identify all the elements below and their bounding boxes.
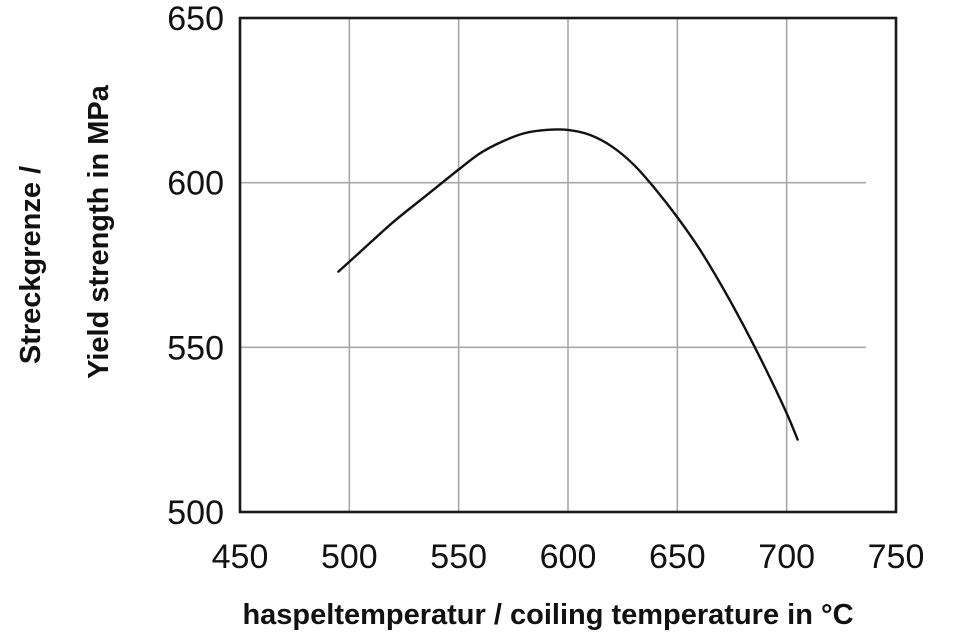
y-tick-label: 600	[167, 165, 224, 203]
plot-area-frame	[238, 16, 898, 514]
y-tick-labels: 500 550 600 650	[167, 0, 224, 532]
y-axis-title-line-1: Streckgrenze /	[15, 166, 47, 364]
x-tick-label: 650	[649, 538, 706, 576]
x-tick-label: 500	[321, 538, 378, 576]
x-tick-label: 600	[540, 538, 597, 576]
x-tick-label: 550	[430, 538, 487, 576]
series-line-1	[337, 128, 799, 441]
y-tick-label: 500	[167, 494, 224, 532]
x-tick-label: 750	[868, 538, 925, 576]
series-layer	[337, 128, 799, 441]
y-tick-label: 550	[167, 329, 224, 367]
y-tick-label: 650	[167, 0, 224, 38]
y-axis-title-line-2: Yield strength in MPa	[83, 84, 115, 379]
x-axis-title: haspeltemperatur / coiling temperature i…	[242, 599, 853, 631]
x-tick-label: 700	[758, 538, 815, 576]
x-tick-labels: 450 500 550 600 650 700 750	[212, 538, 925, 576]
x-tick-label: 450	[212, 538, 269, 576]
grid	[240, 18, 866, 512]
